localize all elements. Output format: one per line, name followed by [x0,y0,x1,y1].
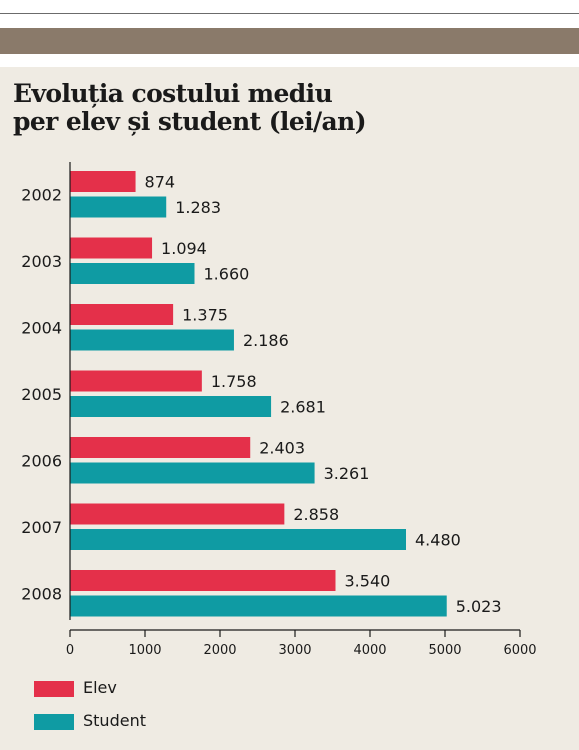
value-label-elev-2008: 3.540 [345,572,391,591]
value-label-student-2007: 4.480 [415,531,461,550]
value-label-student-2006: 3.261 [324,464,370,483]
bar-student-2004 [70,329,234,351]
bar-student-2003 [70,263,195,284]
bar-elev-2008 [70,570,336,591]
value-label-elev-2007: 2.858 [293,505,339,524]
value-label-student-2003: 1.660 [204,265,250,284]
header-band [0,28,579,54]
bar-student-2006 [70,462,315,484]
value-label-elev-2006: 2.403 [259,439,305,458]
legend-label-elev: Elev [83,678,117,697]
bar-elev-2006 [70,437,251,458]
chart-title: Evoluția costului mediu per elev și stud… [13,79,367,136]
chart-title-line-1: Evoluția costului mediu [13,79,333,108]
y-tick-label-2004: 2004 [21,318,62,337]
value-label-elev-2005: 1.758 [211,372,257,391]
x-tick-label-2000: 2000 [203,643,236,658]
y-tick-label-2007: 2007 [21,518,62,537]
top-rule [0,13,579,14]
bar-student-2002 [70,196,167,218]
bar-student-2005 [70,396,272,417]
bar-student-2007 [70,529,406,550]
bar-elev-2003 [70,237,153,259]
legend-label-student: Student [83,711,146,730]
x-tick-label-1000: 1000 [128,643,161,658]
value-label-elev-2002: 874 [145,173,176,192]
y-tick-label-2005: 2005 [21,385,62,404]
x-tick-label-5000: 5000 [428,643,461,658]
y-tick-label-2002: 2002 [21,185,62,204]
y-tick-label-2003: 2003 [21,252,62,271]
legend-swatch-student [34,714,74,730]
bar-elev-2004 [70,304,174,325]
value-label-elev-2004: 1.375 [182,306,228,325]
value-label-student-2005: 2.681 [280,398,326,417]
bar-elev-2007 [70,503,285,525]
x-tick-label-3000: 3000 [278,643,311,658]
value-label-student-2008: 5.023 [456,597,502,616]
bar-elev-2005 [70,370,202,392]
legend-swatch-elev [34,681,74,697]
x-tick-label-0: 0 [66,643,74,658]
x-tick-label-6000: 6000 [503,643,536,658]
y-tick-label-2006: 2006 [21,451,62,470]
value-label-student-2002: 1.283 [175,198,221,217]
bar-elev-2002 [70,171,136,192]
x-tick-label-4000: 4000 [353,643,386,658]
value-label-student-2004: 2.186 [243,331,289,350]
bar-student-2008 [70,595,447,617]
y-tick-label-2008: 2008 [21,584,62,603]
value-label-elev-2003: 1.094 [161,239,207,258]
chart-title-line-2: per elev și student (lei/an) [13,107,367,136]
